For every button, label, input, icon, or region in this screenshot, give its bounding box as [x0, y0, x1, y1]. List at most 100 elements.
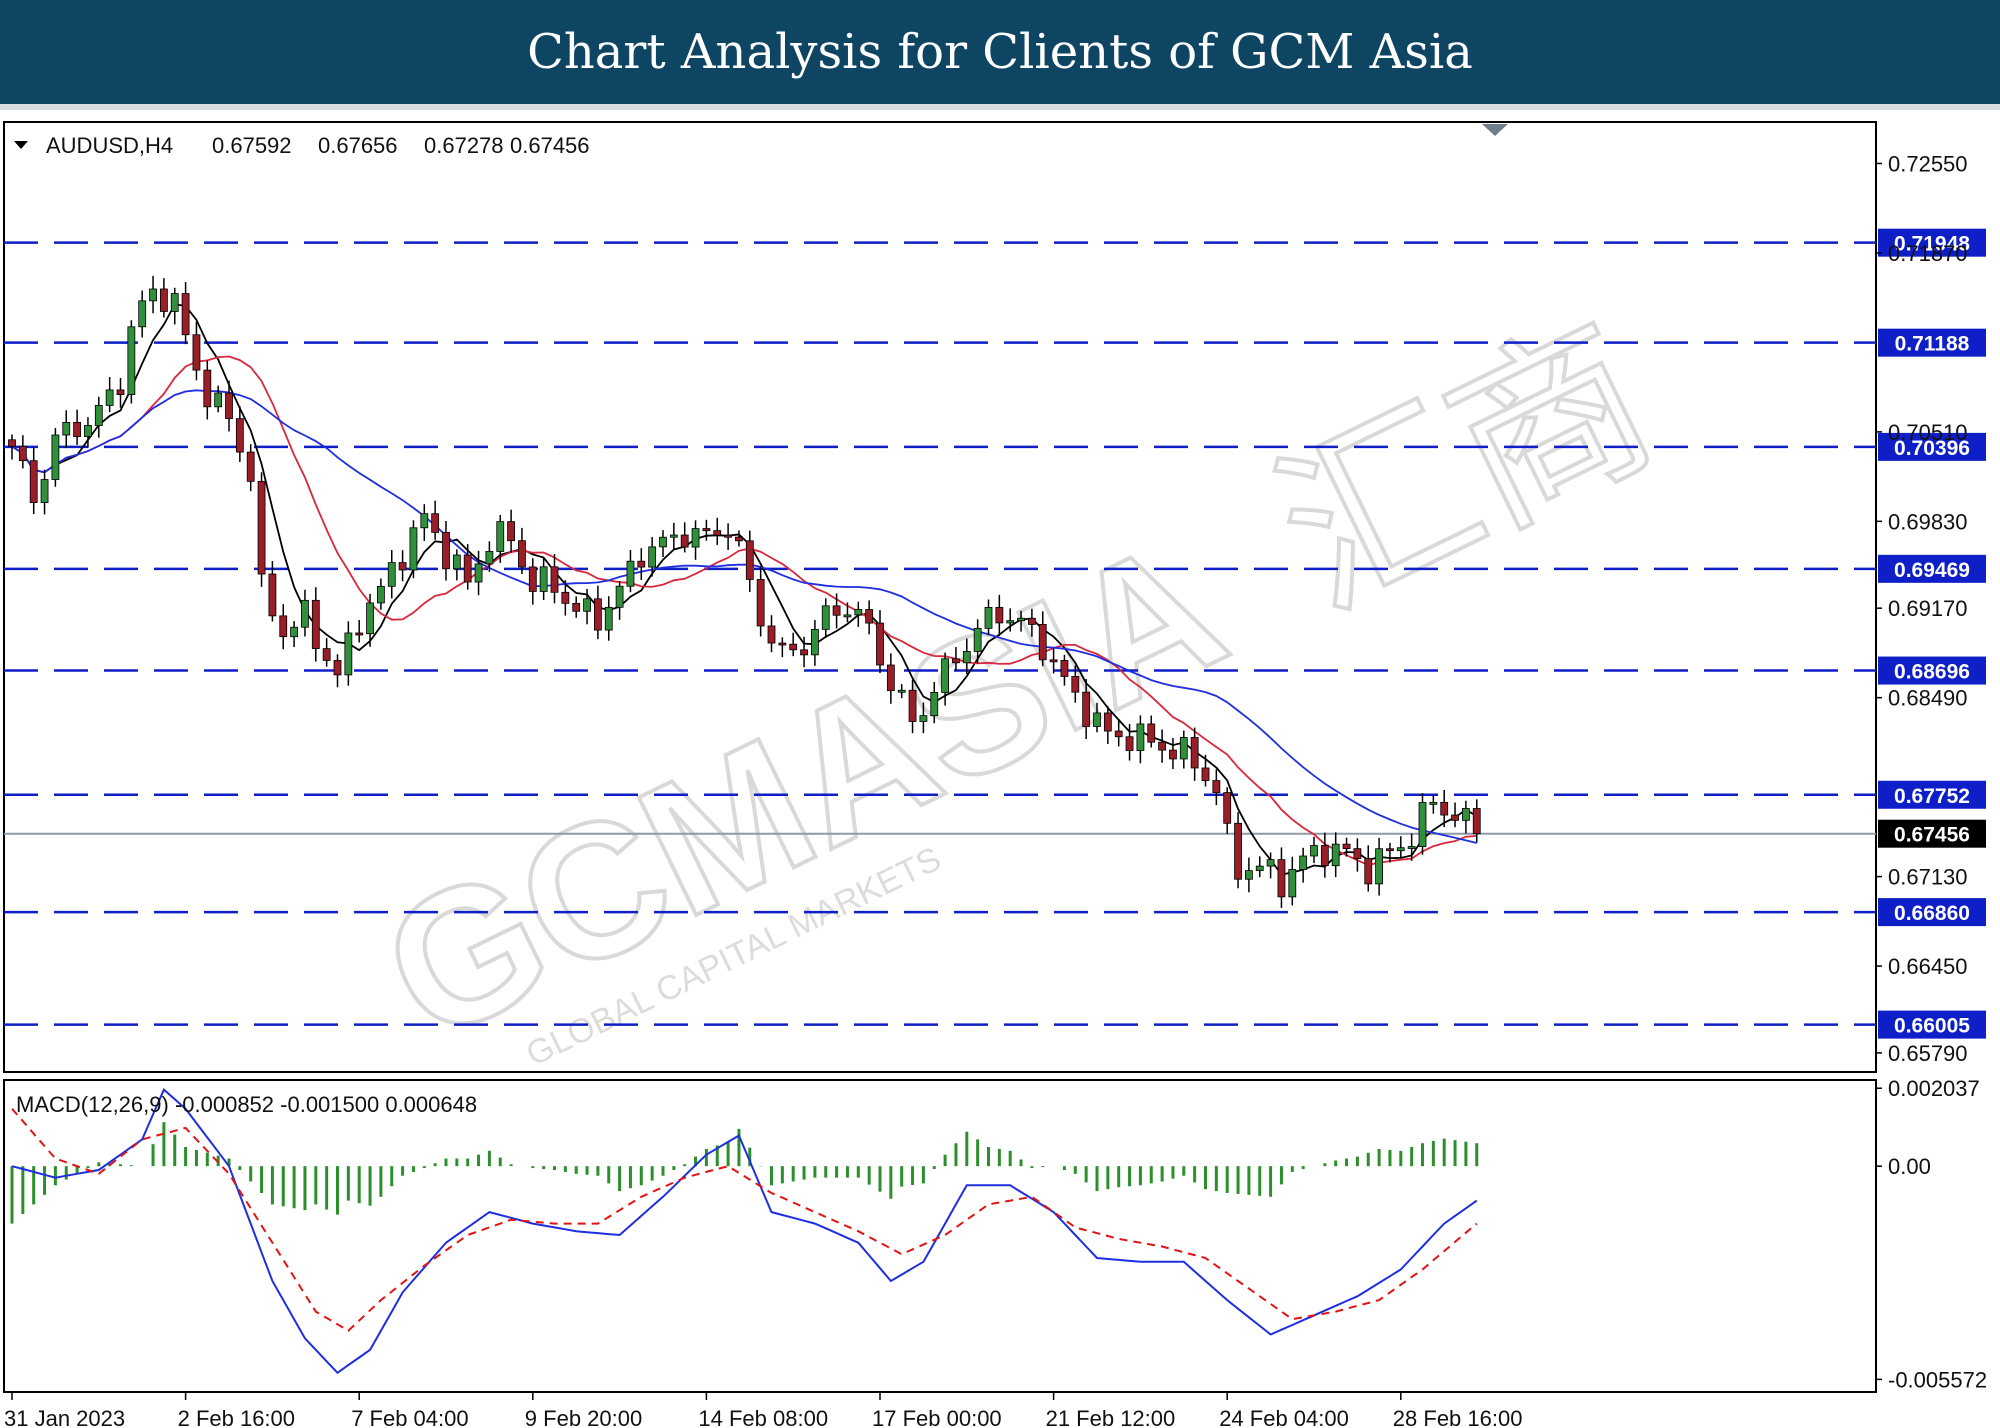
candles-layer [8, 275, 1481, 908]
candle-bull [1017, 617, 1025, 622]
candle-bear [73, 421, 81, 437]
candle-bear [594, 598, 602, 631]
candle-bull [626, 560, 635, 587]
candle-bull [1375, 848, 1383, 885]
candle-bull [1093, 712, 1101, 727]
candle-bear [1364, 858, 1373, 885]
candle-bear [257, 480, 266, 575]
candle-bull [659, 536, 667, 548]
ma-line-13 [11, 355, 1477, 866]
level-tag [1878, 1010, 1986, 1039]
candle-bull [648, 546, 657, 568]
candle-bull [962, 651, 971, 664]
candle-bull [376, 585, 385, 604]
dropdown-triangle-icon[interactable] [14, 141, 28, 149]
candle-bull [1136, 723, 1145, 751]
candle-bear [1277, 859, 1286, 898]
ma-line-5 [11, 303, 1478, 876]
candle-bear [1028, 617, 1036, 625]
candle-bull [1429, 801, 1438, 805]
signal-line [11, 1108, 1478, 1332]
candle-bear [398, 562, 407, 571]
candle-bull [691, 528, 700, 548]
candle-bear [181, 293, 190, 336]
trading-chart: GCMASIA GLOBAL CAPITAL MARKETS 汇商 0.7194… [0, 110, 2000, 1428]
candle-bull [1245, 870, 1253, 880]
candle-bear [1353, 848, 1362, 859]
candle-bear [724, 534, 732, 538]
candle-bull [301, 599, 309, 628]
candle-bull [1266, 859, 1275, 867]
candle-bear [1320, 845, 1329, 867]
time-tick-label: 24 Feb 04:00 [1219, 1406, 1349, 1428]
level-label: 0.66860 [1894, 902, 1970, 925]
price-tick-label: 0.69170 [1888, 596, 1968, 621]
candle-bull [897, 689, 906, 693]
candle-bull [604, 606, 613, 631]
candle-bear [1234, 822, 1242, 880]
candle-bull [669, 534, 678, 538]
candle-bear [756, 579, 765, 627]
price-tick-label: 0.71870 [1888, 241, 1968, 266]
candle-bear [507, 521, 516, 542]
candle-bear [886, 664, 895, 692]
shift-marker-icon [1482, 124, 1508, 136]
macd-tick-label: 0.002037 [1888, 1076, 1980, 1101]
candle-bull [821, 605, 830, 630]
candle-bull [1299, 855, 1308, 870]
candle-bull [94, 405, 103, 426]
candle-bull [452, 554, 461, 570]
candle-bear [528, 566, 537, 592]
current-price-tag [1878, 819, 1986, 848]
time-tick-label: 14 Feb 08:00 [698, 1406, 828, 1428]
price-tick-label: 0.72550 [1888, 151, 1968, 176]
candle-bull [496, 521, 505, 552]
price-tick-label: 0.70510 [1888, 420, 1968, 445]
level-tag [1878, 432, 1986, 461]
candle-bull [84, 425, 92, 437]
candle-bull [1396, 847, 1405, 852]
candle-bull [1179, 737, 1188, 760]
time-tick-label: 31 Jan 2023 [4, 1406, 125, 1428]
price-axis: 0.72550 0.71870 0.70510 0.69830 0.69170 0.684… [1876, 151, 1968, 1066]
candle-bear [311, 599, 320, 649]
candle-bear [735, 536, 743, 542]
macd-line [11, 1088, 1478, 1375]
candle-bull [973, 627, 982, 652]
candle-bull [1310, 845, 1318, 857]
candle-bear [1342, 843, 1351, 850]
level-tag [1878, 228, 1986, 257]
candle-bear [1201, 767, 1210, 781]
candle-bear [246, 451, 255, 482]
ma-line-26 [11, 389, 1478, 844]
candle-bull [811, 628, 819, 656]
candle-bull [170, 293, 179, 312]
candle-bear [1049, 659, 1058, 663]
candle-bull [290, 626, 299, 638]
candle-bull [615, 585, 624, 608]
candle-bear [1125, 736, 1134, 751]
macd-label: MACD(12,26,9) -0.000852 -0.001500 0.0006… [16, 1092, 477, 1117]
candle-bear [1082, 691, 1091, 727]
candle-bear [865, 609, 874, 624]
candle-bear [550, 566, 559, 593]
time-tick-label: 21 Feb 12:00 [1046, 1406, 1176, 1428]
candle-bear [235, 418, 244, 453]
candle-bear [1158, 741, 1166, 751]
candle-bear [745, 540, 754, 580]
candle-bear [1169, 749, 1177, 760]
candle-bull [62, 421, 71, 436]
candle-bull [941, 658, 949, 693]
header-divider [0, 104, 2000, 110]
ohlc-open: 0.67592 [212, 133, 292, 158]
candle-bull [474, 563, 483, 583]
macd-tick-label: -0.005572 [1888, 1367, 1987, 1392]
time-tick-label: 9 Feb 20:00 [525, 1406, 642, 1428]
candle-bear [1071, 676, 1080, 693]
level-tag [1878, 554, 1986, 583]
candle-bull [138, 300, 147, 328]
candle-bull [583, 598, 591, 612]
candle-bear [680, 534, 689, 548]
level-tag [1878, 656, 1986, 685]
candle-bear [1103, 712, 1112, 732]
